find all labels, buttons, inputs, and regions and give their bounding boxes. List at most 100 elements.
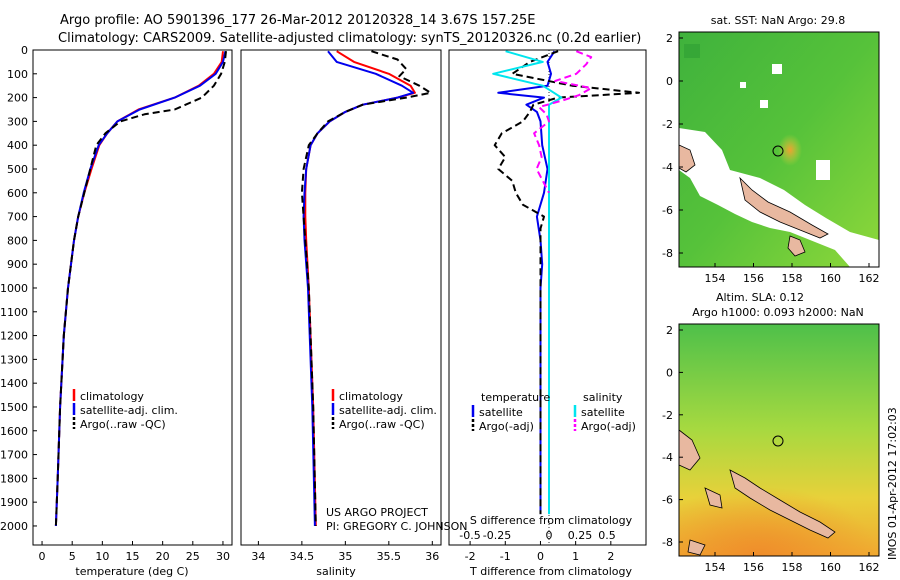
x-tick-label: 5 — [69, 550, 76, 563]
depth-tick-label: 1200 — [0, 330, 28, 343]
pi-annotation: PI: GREGORY C. JOHNSON — [326, 520, 467, 533]
sla-coastline-island — [687, 539, 706, 556]
sst-map: sat. SST: NaN Argo: 29.8 2 0 -2 -4 -6 -8 154 15… — [662, 14, 880, 285]
series-line-s-satellite — [492, 50, 563, 515]
legend-label: satellite-adj. clim. — [80, 404, 178, 417]
depth-tick-label: 1400 — [0, 377, 28, 390]
sla-coastline-island — [704, 487, 723, 509]
project-annotation: US ARGO PROJECT — [326, 506, 428, 519]
series-line-s-argo-adj- — [533, 50, 593, 194]
lon-tick-label: 156 — [743, 272, 764, 285]
sst-coastline-solomon — [739, 176, 829, 239]
series-line-satellite-adj-clim- — [302, 50, 415, 527]
depth-tick-label: 1600 — [0, 425, 28, 438]
depth-tick-label: 500 — [7, 163, 28, 176]
depth-tick-label: 1500 — [0, 401, 28, 414]
series-line-argo-raw-qc- — [300, 50, 432, 527]
legend-header-salinity: salinity — [583, 391, 623, 404]
legend-label: Argo(..raw -QC) — [80, 418, 166, 431]
depth-tick-label: 1100 — [0, 306, 28, 319]
x-tick-label: 2 — [607, 550, 614, 563]
figure-title-line1: Argo profile: AO 5901396_177 26-Mar-2012… — [60, 13, 536, 28]
lon-tick-label: 162 — [859, 561, 880, 574]
lon-tick-label: 156 — [743, 561, 764, 574]
s-diff-xlabel: S difference from climatology — [470, 514, 633, 527]
figure-title-line2: Climatology: CARS2009. Satellite-adjuste… — [58, 31, 641, 46]
depth-tick-label: 200 — [7, 92, 28, 105]
s-tick-label: 0.5 — [598, 529, 616, 542]
salinity-xlabel: salinity — [316, 565, 356, 578]
depth-tick-label: 400 — [7, 139, 28, 152]
salinity-panel: 34 34.5 35 35.5 36 salinity climatologysatel… — [240, 49, 467, 578]
difference-panel: -2 -1 0 1 2 -0.5 -0.25 0 0.25 0.5 T difference f… — [448, 49, 647, 578]
depth-tick-label: 700 — [7, 211, 28, 224]
x-tick-label: 34.5 — [290, 550, 315, 563]
series-line-t-argo-adj- — [493, 50, 640, 515]
lon-tick-label: 154 — [705, 272, 726, 285]
legend-label: Argo(-adj) — [479, 420, 534, 433]
lat-tick-label: -2 — [662, 409, 673, 422]
legend-header-temperature: temperature — [481, 391, 550, 404]
sst-map-title: sat. SST: NaN Argo: 29.8 — [711, 14, 845, 27]
x-tick-label: 34 — [251, 550, 265, 563]
depth-tick-label: 100 — [7, 68, 28, 81]
temperature-axes-box — [32, 49, 233, 546]
difference-axes-box — [448, 49, 647, 546]
depth-tick-label: 300 — [7, 115, 28, 128]
temperature-xlabel: temperature (deg C) — [75, 565, 188, 578]
depth-axis-labels: 0 100 200 300 400 500 600 700 800 900 1000 1100 1200… — [0, 44, 37, 533]
legend-label: satellite — [479, 406, 523, 419]
lat-tick-label: 2 — [666, 32, 673, 45]
lon-tick-label: 158 — [782, 561, 803, 574]
legend-label: Argo(-adj) — [581, 420, 636, 433]
x-tick-label: 36 — [425, 550, 439, 563]
lat-tick-label: 0 — [666, 75, 673, 88]
lon-tick-label: 154 — [705, 561, 726, 574]
legend-label: Argo(..raw -QC) — [339, 418, 425, 431]
lon-tick-label: 158 — [782, 272, 803, 285]
argo-float-marker-sst — [772, 145, 784, 157]
x-tick-label: 10 — [95, 550, 109, 563]
sla-map: Altim. SLA: 0.12 Argo h1000: 0.093 h2000… — [662, 291, 880, 574]
x-tick-label: 30 — [216, 550, 230, 563]
legend-label: climatology — [339, 390, 403, 403]
lon-tick-label: 162 — [859, 272, 880, 285]
s-tick-label: 0 — [546, 529, 553, 542]
x-tick-label: -1 — [500, 550, 511, 563]
lat-tick-label: -4 — [662, 161, 673, 174]
lat-tick-label: -8 — [662, 536, 673, 549]
lat-tick-label: -6 — [662, 204, 673, 217]
sst-missing-pixel — [772, 64, 782, 74]
s-tick-label: -0.5 — [459, 529, 480, 542]
lat-tick-label: -6 — [662, 494, 673, 507]
sst-missing-pixel — [760, 100, 768, 108]
x-tick-label: 0 — [39, 550, 46, 563]
lat-tick-label: -8 — [662, 247, 673, 260]
temperature-panel: 0100200300400500600700800900100011001200… — [0, 44, 233, 578]
lat-tick-label: -4 — [662, 451, 673, 464]
x-tick-label: 15 — [126, 550, 140, 563]
t-diff-xlabel: T difference from climatology — [469, 565, 632, 578]
s-tick-label: -0.25 — [483, 529, 511, 542]
sla-map-title: Altim. SLA: 0.12 — [716, 291, 804, 304]
legend-label: satellite — [581, 406, 625, 419]
depth-tick-label: 600 — [7, 187, 28, 200]
series-line-climatology — [54, 51, 224, 527]
depth-tick-label: 1300 — [0, 353, 28, 366]
lon-tick-label: 160 — [820, 561, 841, 574]
sla-map-frame — [678, 323, 880, 557]
x-tick-label: 25 — [186, 550, 200, 563]
legend-label: climatology — [80, 390, 144, 403]
sst-map-frame — [678, 31, 880, 268]
depth-tick-label: 2000 — [0, 520, 28, 533]
x-tick-label: -2 — [465, 550, 476, 563]
depth-tick-label: 900 — [7, 258, 28, 271]
depth-tick-label: 800 — [7, 234, 28, 247]
s-tick-label: 0.25 — [568, 529, 593, 542]
sst-missing-pixel — [740, 82, 746, 88]
series-line-climatology — [304, 50, 416, 527]
imos-credit: IMOS 01-Apr-2012 17:02:03 — [886, 407, 899, 560]
x-tick-label: 1 — [572, 550, 579, 563]
salinity-axes-box — [240, 49, 442, 546]
